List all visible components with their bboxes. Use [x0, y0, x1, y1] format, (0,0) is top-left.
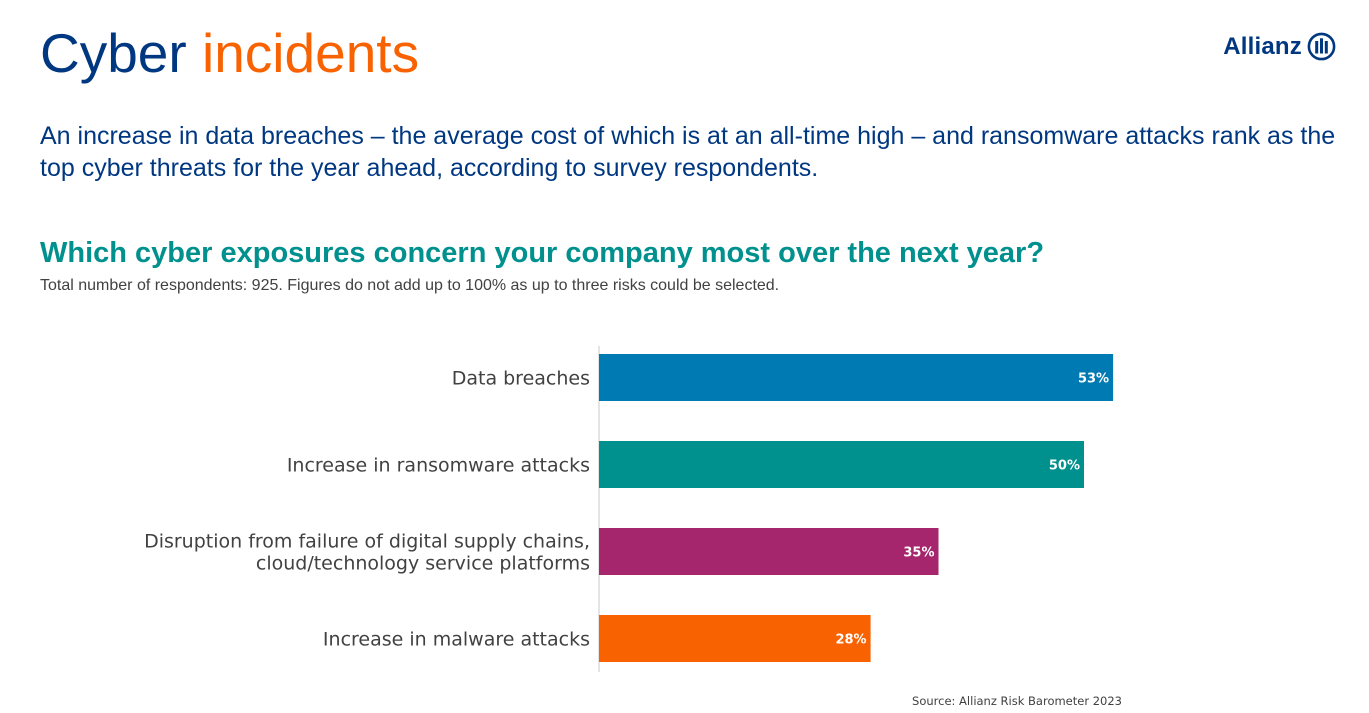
bar-value-label: 50% [1049, 459, 1080, 474]
bar-1 [599, 354, 1114, 401]
page-title: Cyber incidents [40, 26, 419, 81]
category-label: Disruption from failure of digital suppl… [144, 531, 590, 553]
source-note: Source: Allianz Risk Barometer 2023 [912, 694, 1122, 708]
bar-4 [599, 615, 871, 662]
bar-value-label: 53% [1078, 372, 1109, 387]
category-label: Data breaches [452, 368, 590, 390]
allianz-logo: Allianz [1223, 32, 1336, 61]
logo-wordmark: Allianz [1223, 32, 1302, 60]
chart-subtitle: Total number of respondents: 925. Figure… [40, 277, 780, 294]
title-word-incidents: incidents [202, 22, 420, 84]
bar-value-label: 35% [903, 546, 934, 561]
chart-title: Which cyber exposures concern your compa… [40, 237, 1045, 269]
bar-2 [599, 441, 1084, 488]
category-label: Increase in malware attacks [323, 629, 590, 651]
category-label: cloud/technology service platforms [256, 553, 590, 575]
title-word-cyber: Cyber [40, 22, 187, 84]
bar-3 [599, 528, 939, 575]
eagle-emblem-icon [1307, 32, 1336, 61]
category-label: Increase in ransomware attacks [287, 455, 590, 477]
intro-text: An increase in data breaches – the avera… [40, 122, 1336, 182]
bar-value-label: 28% [835, 633, 866, 648]
